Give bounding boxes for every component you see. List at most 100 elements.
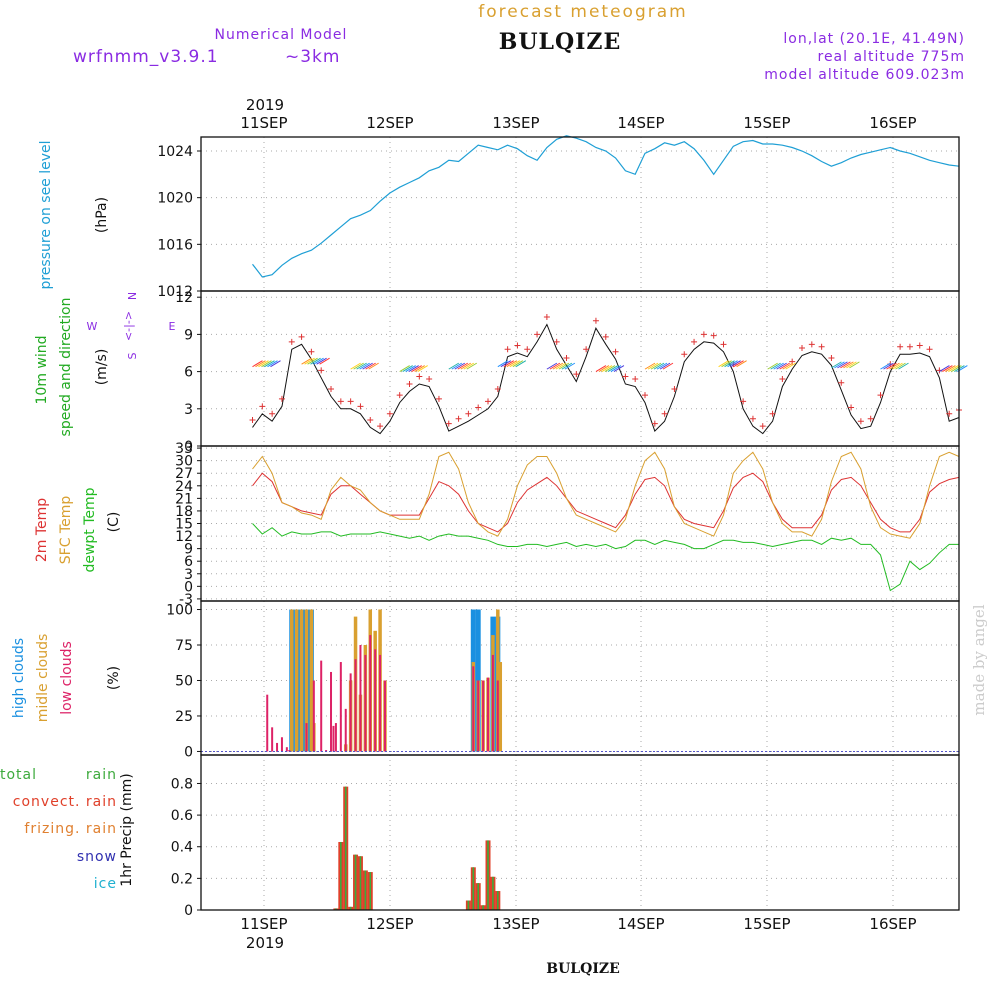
cloud-bar	[491, 654, 494, 752]
cloud-bar	[276, 742, 279, 752]
model-name: wrfnmm_v3.9.1	[73, 47, 219, 67]
wind-direction-flag	[362, 362, 373, 370]
wind-direction-flag	[261, 360, 272, 368]
real-altitude: real altitude 775m	[818, 49, 966, 65]
wind-direction-flag	[417, 365, 428, 373]
wind-direction-flag	[356, 362, 367, 370]
wind-direction-flag	[555, 362, 567, 370]
wind-direction-flag	[457, 362, 469, 370]
coords: lon,lat (20.1E, 41.49N)	[783, 31, 965, 47]
cloud-label-high: high clouds	[11, 638, 27, 718]
wind-direction-flag	[353, 362, 364, 370]
compass-mid: <-|->	[122, 311, 135, 341]
cloud-bar	[280, 737, 283, 752]
wind-gust-marker	[946, 410, 953, 417]
bottom-date-label: 12SEP	[366, 915, 413, 933]
cloud-bar	[320, 660, 323, 752]
cloud-bar	[359, 645, 362, 752]
chart-marks	[201, 135, 968, 910]
wind-direction-flag	[846, 361, 857, 369]
precip-bar-total	[369, 872, 372, 910]
wind-direction-flag	[607, 365, 619, 373]
wind-direction-flag	[466, 362, 478, 370]
cloud-label-low: low clouds	[59, 641, 75, 715]
y-tick-label: 1016	[157, 237, 193, 253]
wind-gust-marker	[386, 410, 393, 417]
y-tick-label: 1020	[157, 191, 193, 207]
wind-direction-flag	[945, 365, 956, 373]
precip-label-total-rain: rain	[86, 767, 117, 783]
year-bottom: 2019	[246, 934, 284, 952]
temp-unit: (C)	[106, 512, 122, 533]
wind-gust-marker	[651, 420, 658, 427]
y-tick-label: 6	[184, 554, 193, 570]
wind-gust-marker	[592, 317, 599, 324]
wind-direction-flag	[886, 362, 897, 370]
y-tick-label: 0	[184, 439, 193, 455]
temp-label-2: SFC Temp	[58, 496, 74, 565]
y-tick-label: 24	[175, 479, 193, 495]
wind-direction-flag	[561, 362, 573, 370]
cloud-bar	[305, 723, 308, 752]
y-tick-label: 15	[175, 517, 193, 533]
cloud-bar	[482, 680, 485, 752]
precip-label-ice: ice	[94, 876, 117, 892]
wind-direction-flag	[948, 365, 959, 373]
wind-direction-flag	[598, 365, 610, 373]
y-tick-label: 9	[184, 542, 193, 558]
y-tick-label: 12	[175, 529, 193, 545]
cloud-bar	[294, 609, 299, 752]
page-title: BULQIZE	[499, 29, 622, 55]
wind-gust-marker	[357, 403, 364, 410]
precip-bar-total	[467, 900, 470, 910]
pressure-unit: (hPa)	[94, 197, 110, 233]
precip-bar-total	[354, 854, 357, 910]
wind-gust-marker	[514, 342, 521, 349]
cloud-bar	[285, 747, 288, 752]
wind-gust-marker	[828, 354, 835, 361]
wind-gust-marker	[632, 376, 639, 383]
cloud-bar	[271, 727, 274, 752]
wind-direction-flag	[776, 362, 787, 370]
precip-bar-total	[359, 856, 362, 910]
precip-bar-total	[364, 870, 367, 910]
cloud-bar	[354, 659, 357, 752]
cloud-bar	[325, 750, 328, 752]
precip-bar-total	[344, 786, 347, 910]
footer-station: BULQIZE	[546, 961, 620, 977]
y-tick-label: 21	[175, 491, 193, 507]
wind-gust-marker	[445, 420, 452, 427]
y-tick-label: 27	[175, 466, 193, 482]
temp-line	[252, 472, 960, 533]
wind-direction-flag	[889, 362, 900, 370]
wind-gust-marker	[838, 379, 845, 386]
precip-bar-total	[497, 891, 499, 910]
wind-gust-marker	[259, 403, 266, 410]
wind-direction-flag	[770, 362, 781, 370]
wind-direction-flag	[779, 362, 790, 370]
temp-line	[252, 523, 959, 592]
wind-direction-flag	[402, 365, 413, 373]
wind-gust-marker	[318, 367, 325, 374]
grid-lines	[201, 137, 959, 910]
wind-gust-marker	[602, 333, 609, 340]
wind-gust-marker	[416, 373, 423, 380]
wind-direction-flag	[549, 362, 561, 370]
wind-direction-flag	[368, 362, 379, 370]
y-tick-label: 1012	[157, 284, 193, 300]
wind-gust-marker	[642, 392, 649, 399]
cloud-bar	[477, 680, 480, 752]
wind-gust-marker	[622, 373, 629, 380]
wind-direction-flag	[898, 362, 909, 370]
cloud-bar	[266, 694, 269, 752]
y-tick-label: 3	[184, 402, 193, 418]
wind-direction-flag	[552, 362, 564, 370]
wind-gust-marker	[553, 338, 560, 345]
wind-direction-flag	[451, 362, 463, 370]
wind-speed-line	[252, 323, 960, 435]
wind-unit: (m/s)	[94, 349, 110, 386]
precip-unit: 1hr Precip (mm)	[119, 773, 135, 886]
panel-frame	[200, 290, 960, 447]
wind-label-2: speed and direction	[58, 298, 74, 437]
compass-n: N	[126, 292, 139, 300]
